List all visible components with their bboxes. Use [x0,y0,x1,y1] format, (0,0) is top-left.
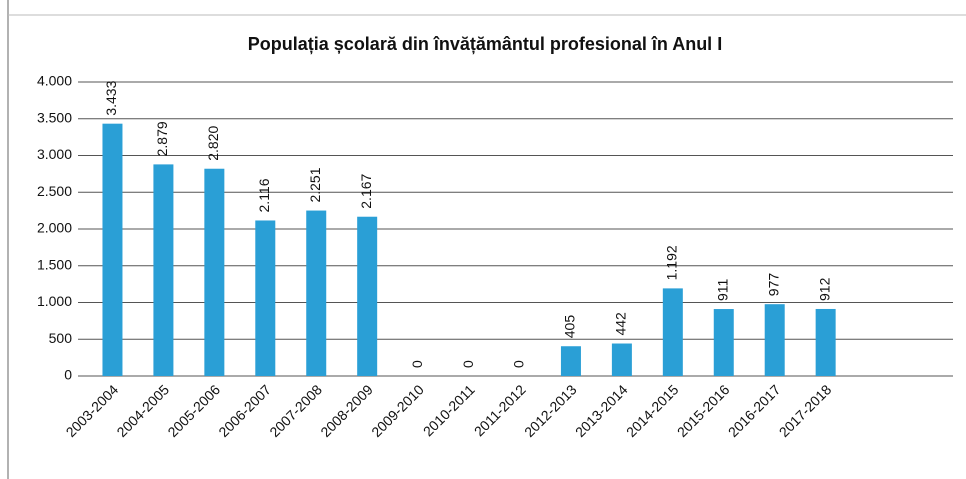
bar [102,123,123,376]
x-tick-label: 2005-2006 [164,381,223,440]
value-label: 0 [460,360,476,368]
value-label: 912 [816,277,832,301]
value-label: 442 [613,312,629,336]
x-tick-label: 2011-2012 [471,381,529,439]
x-tick-label: 2007-2008 [266,381,325,440]
x-tick-label: 2009-2010 [368,381,427,440]
x-tick-label: 2014-2015 [623,381,682,440]
bar [713,309,734,376]
x-tick-label: 2015-2016 [674,381,733,440]
x-tick-label: 2004-2005 [113,381,172,440]
value-label: 2.879 [154,121,170,156]
value-label: 911 [714,279,730,302]
y-tick-label: 2.000 [37,220,72,236]
y-tick-label: 500 [49,330,73,346]
x-tick-label: 2017-2018 [776,381,835,440]
y-tick-label: 4.000 [37,73,72,89]
x-tick-label: 2012-2013 [521,381,580,440]
value-label: 977 [765,273,781,297]
x-tick-label: 2006-2007 [215,381,274,440]
bar [815,308,836,376]
bar [611,343,632,376]
y-tick-label: 0 [64,367,72,383]
y-tick-label: 3.000 [37,146,72,162]
value-label: 3.433 [103,80,119,115]
value-label: 2.820 [205,125,221,160]
bar [560,346,581,376]
bar [662,288,683,376]
y-tick-label: 2.500 [37,183,72,199]
x-tick-label: 2003-2004 [63,381,122,440]
value-label: 405 [562,315,578,339]
value-label: 2.251 [307,167,323,202]
bar [764,304,785,376]
bar [153,164,174,376]
x-tick-label: 2016-2017 [725,381,784,440]
bar [255,220,276,376]
value-label: 1.192 [664,245,680,280]
bar [204,168,225,376]
x-tick-label: 2008-2009 [317,381,376,440]
value-label: 0 [409,360,425,368]
value-label: 2.116 [256,178,272,212]
value-label: 0 [511,360,527,368]
y-tick-label: 1.500 [37,256,72,272]
x-tick-label: 2010-2011 [420,381,478,439]
value-label: 2.167 [358,173,374,208]
bar [357,216,378,376]
chart-title: Populația școlară din învățământul profe… [248,34,722,54]
bar [306,210,327,376]
y-tick-label: 3.500 [37,109,72,125]
y-tick-label: 1.000 [37,293,72,309]
x-tick-label: 2013-2014 [572,381,631,440]
